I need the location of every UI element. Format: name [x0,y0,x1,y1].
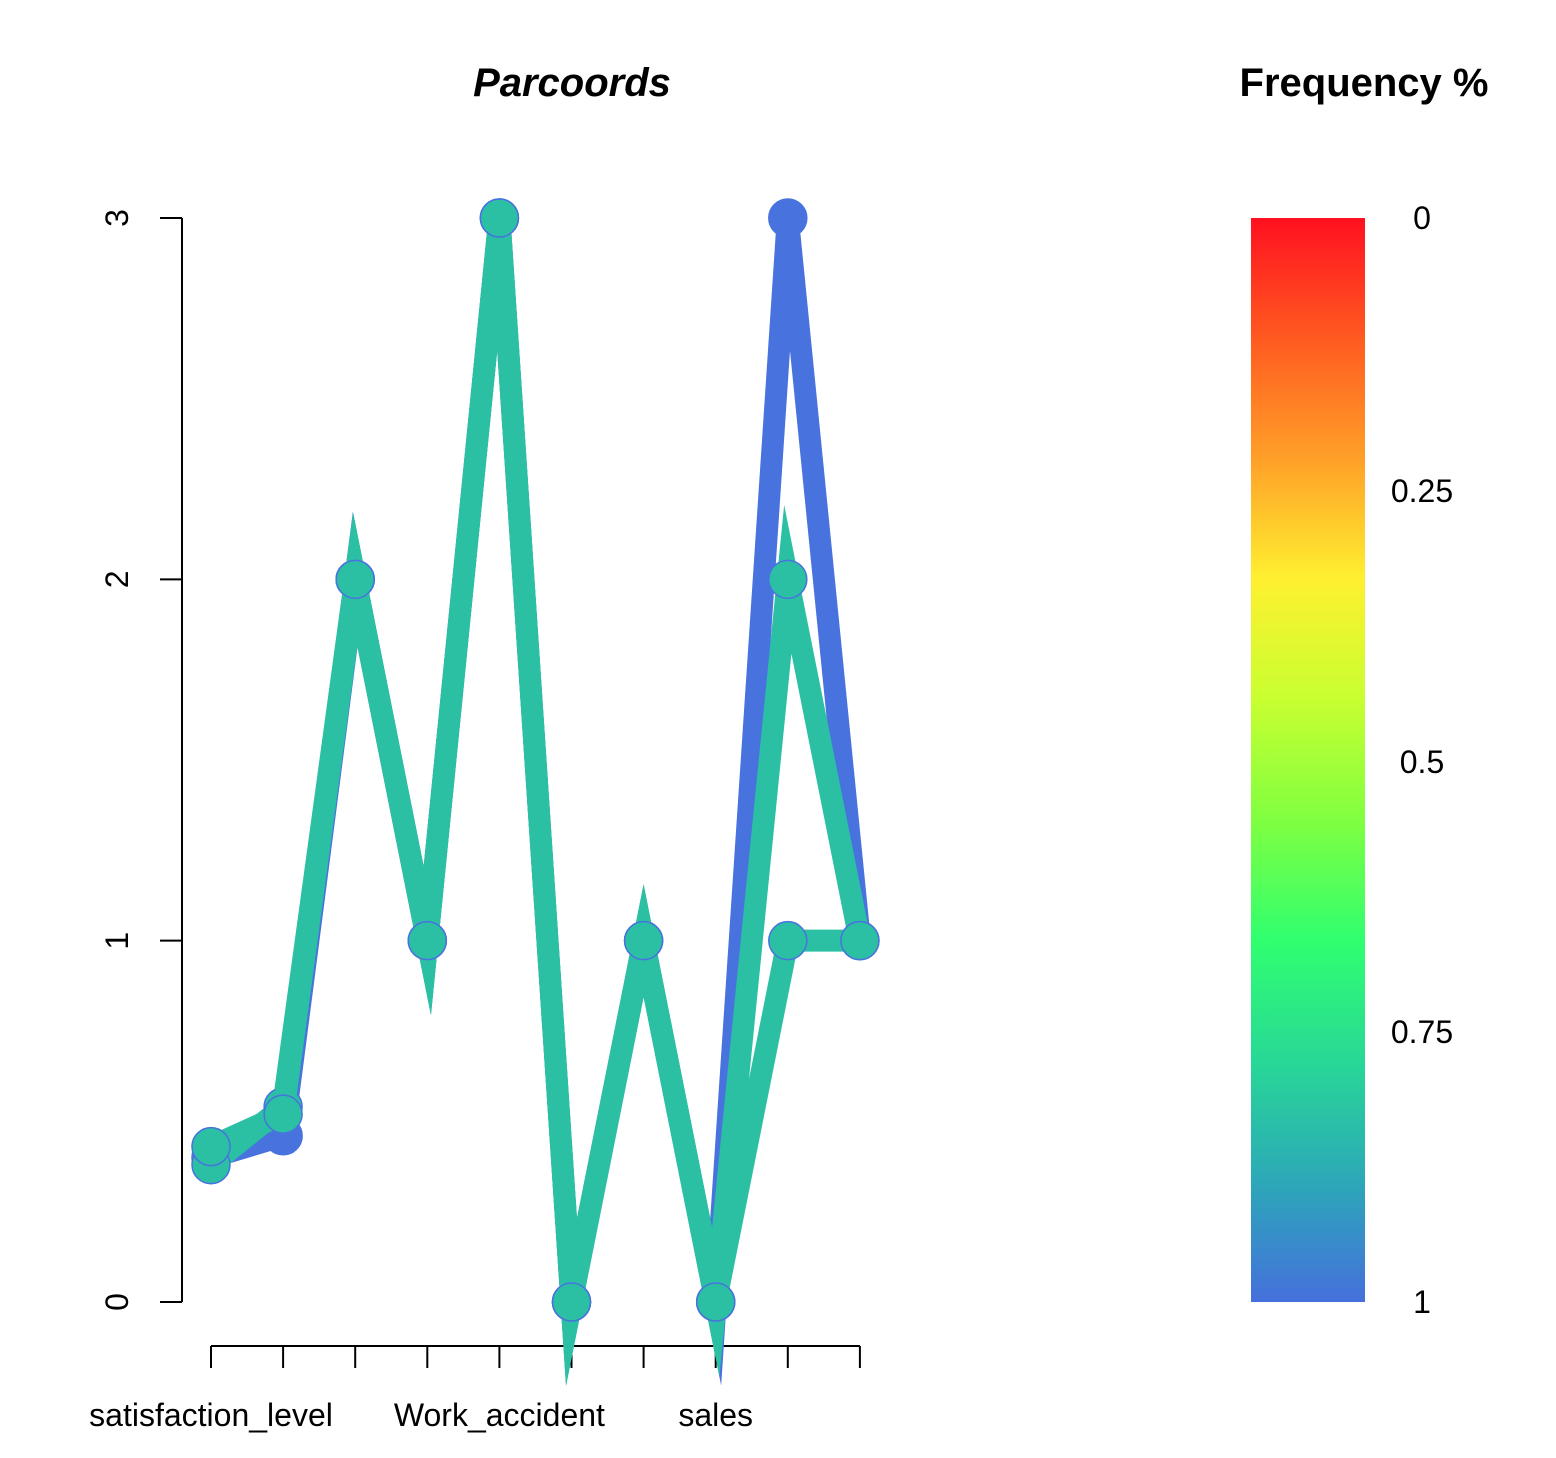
series-point [335,559,375,600]
legend-tick-label: 0.75 [1391,1014,1453,1050]
legend-tick-label: 0 [1413,200,1431,236]
legend-tick-label: 0.25 [1391,473,1453,509]
series-point [768,198,808,238]
series-point [840,920,880,961]
y-tick-label: 2 [99,570,135,588]
series-point [479,198,520,238]
legend-title: Frequency % [1240,61,1489,105]
y-axis: 0 1 2 3 [99,209,183,1311]
series-point [768,920,808,961]
series [191,198,880,1386]
legend-color-bar [1251,218,1365,1302]
series-point [551,1282,592,1322]
x-tick-label: satisfaction_level [89,1397,333,1433]
y-tick-label: 1 [99,932,135,950]
series-line [206,216,860,1386]
x-axis: satisfaction_level Work_accident sales [89,1345,861,1433]
x-tick-label: Work_accident [394,1397,605,1433]
series-point [407,920,448,961]
series-point [263,1094,303,1134]
series-point [768,559,808,600]
legend-tick-label: 0.5 [1400,744,1444,780]
y-tick-label: 3 [99,209,135,227]
x-tick-label: sales [678,1397,753,1433]
series-point [623,920,664,961]
legend-tick-label: 1 [1413,1284,1431,1320]
y-tick-label: 0 [99,1293,135,1311]
series-point [191,1126,231,1167]
series-layer [191,198,880,1386]
chart-title: Parcoords [473,61,671,105]
color-legend: 0 0.25 0.5 0.75 1 [1251,200,1453,1320]
series-point [695,1282,736,1322]
